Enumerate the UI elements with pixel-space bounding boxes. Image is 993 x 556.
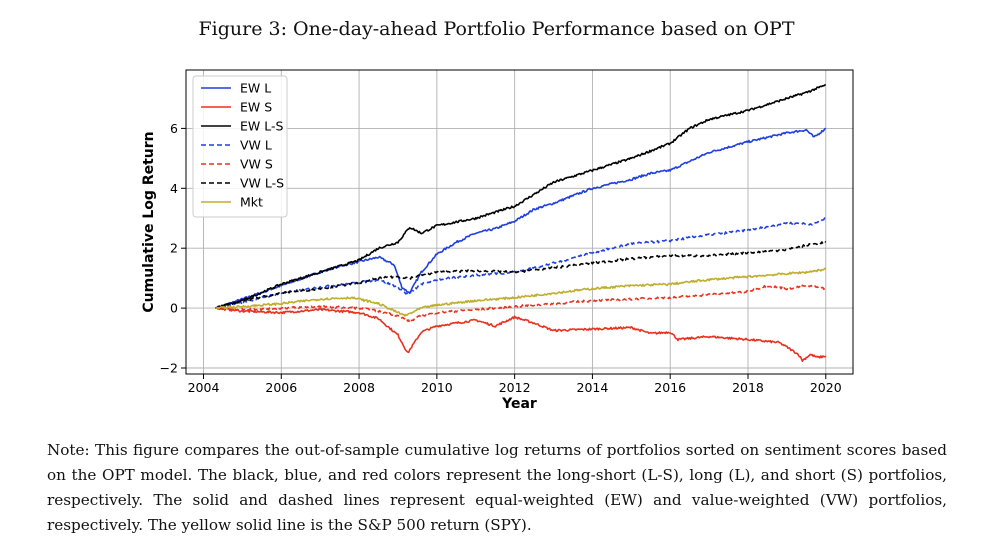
legend-label: VW L	[240, 138, 272, 153]
series-lines	[214, 84, 827, 362]
x-tick-label: 2020	[810, 380, 842, 395]
plot-frame	[185, 69, 854, 375]
legend-label: VW S	[240, 157, 273, 172]
x-tick-label: 2012	[499, 380, 531, 395]
figure-note: Note: This figure compares the out-of-sa…	[47, 441, 947, 534]
legend-label: Mkt	[240, 195, 263, 210]
series-line-ew-l	[214, 127, 827, 309]
y-tick-label: 0	[170, 301, 178, 316]
legend: EW L EW S EW L-S VW L VW S VW L-S Mkt	[192, 75, 288, 218]
x-tick-label: 2008	[343, 380, 375, 395]
legend-label: EW L	[240, 81, 271, 96]
x-tick-label: 2006	[265, 380, 297, 395]
x-tick-label: 2016	[654, 380, 686, 395]
line-chart: 2004 2006 2008 2010 2012 2014 2016 2018 2020 −2 0 2…	[141, 69, 854, 412]
axis-ticks: 2004 2006 2008 2010 2012 2014 2016 2018 2020 −2 0 2…	[160, 121, 842, 395]
y-axis-title: Cumulative Log Return	[141, 131, 157, 312]
y-tick-label: 4	[170, 181, 178, 196]
y-tick-label: −2	[160, 361, 178, 376]
series-line-ew-l-s	[214, 84, 826, 309]
series-line-ew-s	[215, 307, 827, 362]
x-tick-label: 2010	[421, 380, 453, 395]
y-tick-label: 2	[170, 241, 178, 256]
legend-box	[192, 75, 288, 218]
legend-label: EW S	[240, 100, 272, 115]
x-tick-label: 2018	[732, 380, 764, 395]
series-line-mkt	[215, 267, 827, 317]
legend-label: EW L-S	[240, 119, 283, 134]
grid-lines	[186, 70, 853, 374]
series-line-vw-s	[215, 284, 826, 324]
x-tick-label: 2004	[188, 380, 220, 395]
legend-label: VW L-S	[240, 176, 284, 191]
x-axis-title: Year	[501, 396, 537, 412]
series-line-vw-l	[215, 217, 827, 309]
figure-title: Figure 3: One-day-ahead Portfolio Perfor…	[198, 18, 795, 40]
x-tick-label: 2014	[577, 380, 609, 395]
y-tick-label: 6	[170, 121, 178, 136]
